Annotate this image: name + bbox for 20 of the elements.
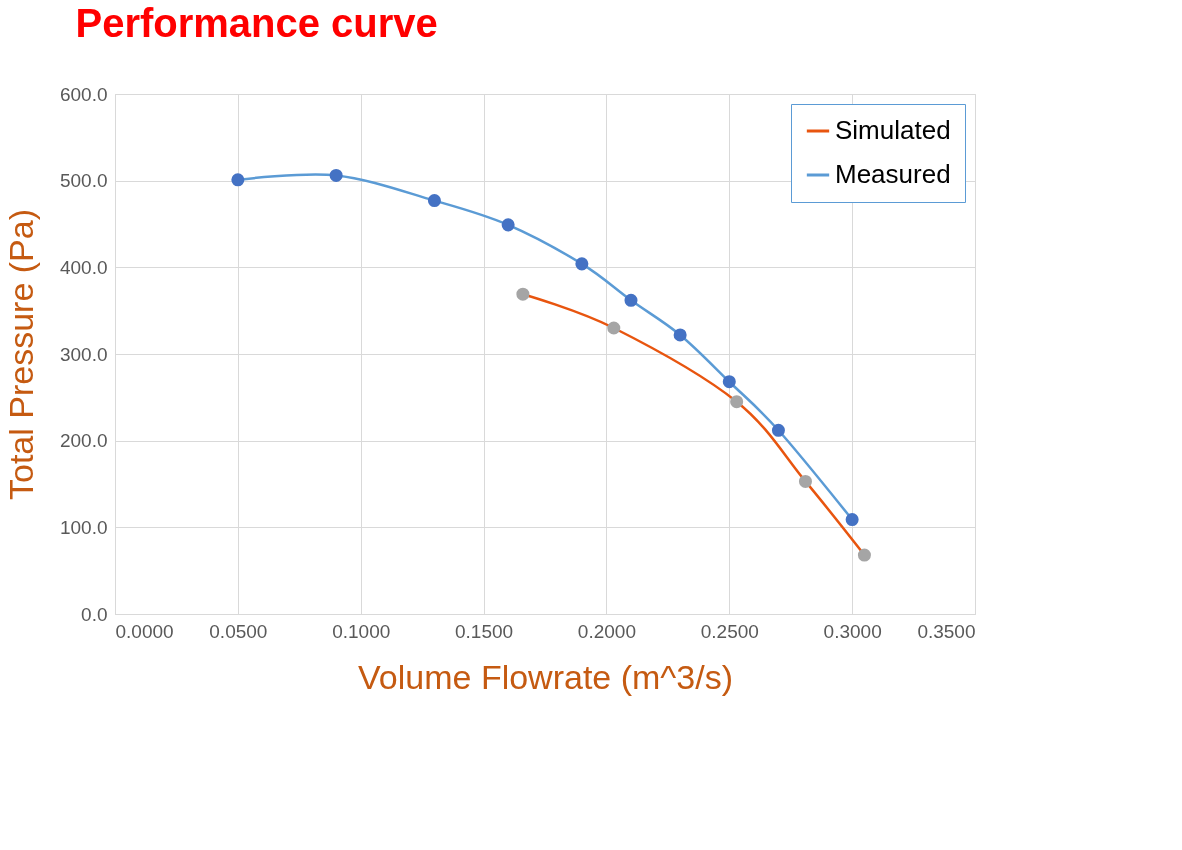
y-tick-label: 400.0 xyxy=(59,256,108,278)
x-tick-label: 0.1000 xyxy=(332,620,391,642)
legend-label: Simulated xyxy=(835,115,951,145)
y-tick-label: 100.0 xyxy=(59,516,108,538)
y-tick-label: 300.0 xyxy=(59,343,108,365)
x-tick-label: 0.3000 xyxy=(823,620,882,642)
x-tick-label: 0.2000 xyxy=(577,620,636,642)
y-tick-label: 200.0 xyxy=(59,430,108,452)
y-axis-title: Total Pressure (Pa) xyxy=(1,209,40,500)
x-tick-label: 0.2500 xyxy=(700,620,759,642)
chart-title: Performance curve xyxy=(75,1,438,45)
x-tick-label: 0.0500 xyxy=(209,620,268,642)
x-axis-title: Volume Flowrate (m^3/s) xyxy=(358,657,733,696)
y-tick-label: 600.0 xyxy=(59,83,108,105)
x-tick-label: 0.0000 xyxy=(115,620,174,642)
legend-label: Measured xyxy=(835,159,951,189)
x-tick-label: 0.3500 xyxy=(917,620,976,642)
y-tick-label: 0.0 xyxy=(81,603,108,625)
y-tick-label: 500.0 xyxy=(59,170,108,192)
x-tick-label: 0.1500 xyxy=(455,620,514,642)
